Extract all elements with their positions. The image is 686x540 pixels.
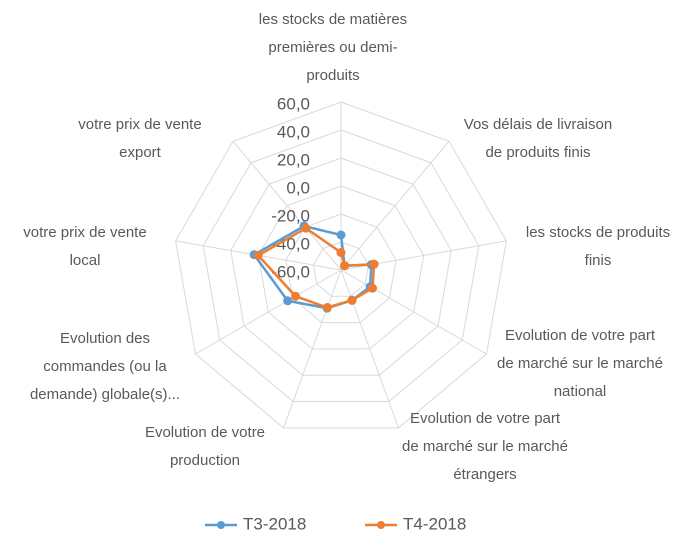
grid-ring	[312, 241, 370, 297]
point	[291, 291, 301, 301]
category-label: Evolution de votre production	[145, 424, 265, 469]
grid-ring	[257, 185, 425, 350]
point	[336, 230, 346, 240]
category-label: votre prix de vente local	[23, 224, 146, 269]
spoke	[232, 140, 342, 271]
grid-ring	[175, 101, 507, 429]
y-tick-label: 40,0	[277, 122, 310, 141]
grid-ring	[202, 129, 480, 403]
spoke	[195, 269, 342, 355]
category-label: votre prix de vente export	[78, 116, 201, 161]
point	[369, 259, 379, 269]
legend-marker	[217, 521, 225, 529]
point	[253, 250, 263, 260]
category-label: Vos délais de livraison de produits finis	[464, 116, 612, 161]
y-tick-label: 60,0	[277, 94, 310, 113]
category-label: les stocks de matières premières ou demi-…	[259, 11, 407, 84]
category-label: Evolution de votre part de marché sur le …	[402, 410, 568, 483]
grid-ring	[285, 213, 397, 324]
spoke	[340, 269, 487, 355]
grid-ring	[230, 157, 452, 376]
category-label: les stocks de produits finis	[526, 224, 670, 269]
y-tick-label: -20,0	[271, 206, 310, 225]
category-label: Evolution des commandes (ou la demande) gl…	[30, 330, 180, 403]
point	[283, 296, 293, 306]
series-line	[256, 226, 376, 309]
category-label: Evolution de votre part de marché sur le …	[497, 327, 663, 400]
y-tick-label: 0,0	[286, 178, 310, 197]
point	[340, 261, 350, 271]
spoke	[283, 269, 342, 429]
point	[336, 248, 346, 257]
point	[347, 295, 357, 305]
point	[368, 283, 378, 293]
spoke	[340, 140, 450, 271]
legend-label: T3-2018	[243, 514, 306, 533]
y-tick-label: 20,0	[277, 150, 310, 169]
point	[301, 223, 311, 233]
legend-label: T4-2018	[403, 514, 466, 533]
legend-marker	[377, 521, 385, 529]
y-tick-label: -60,0	[271, 262, 310, 281]
point	[322, 302, 332, 312]
